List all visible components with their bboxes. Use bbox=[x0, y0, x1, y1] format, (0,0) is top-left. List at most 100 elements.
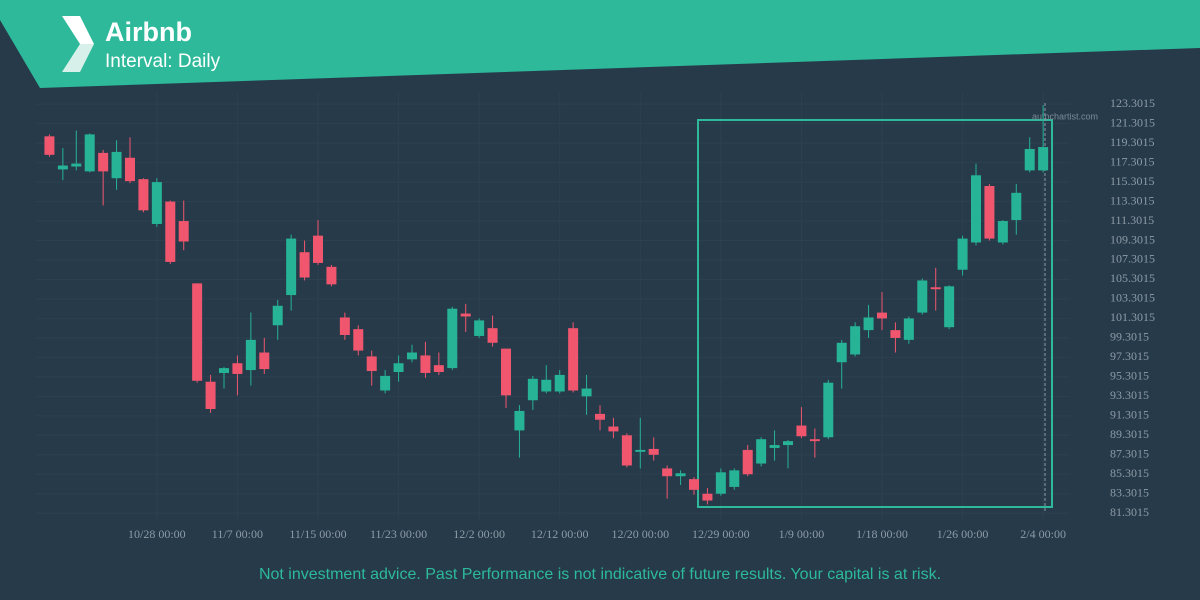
y-tick-label: 103.3015 bbox=[1110, 291, 1155, 305]
candle-body bbox=[621, 435, 632, 466]
y-tick-label: 85.3015 bbox=[1110, 466, 1149, 480]
x-tick-label: 12/2 00:00 bbox=[453, 527, 505, 541]
y-tick-label: 109.3015 bbox=[1110, 232, 1155, 246]
candle-body bbox=[890, 330, 901, 338]
candle-body bbox=[339, 317, 350, 335]
candle-body bbox=[971, 175, 981, 243]
candle-body bbox=[527, 378, 538, 401]
candle-body bbox=[957, 238, 968, 270]
y-tick-label: 107.3015 bbox=[1110, 252, 1155, 266]
grid bbox=[36, 92, 1070, 521]
x-tick-label: 1/18 00:00 bbox=[856, 527, 908, 541]
y-tick-label: 89.3015 bbox=[1110, 427, 1149, 441]
candle-body bbox=[554, 374, 565, 392]
candle-body bbox=[245, 339, 256, 371]
x-tick-label: 1/9 00:00 bbox=[779, 527, 825, 541]
disclaimer: Not investment advice. Past Performance … bbox=[259, 566, 941, 583]
y-tick-label: 111.3015 bbox=[1110, 213, 1154, 227]
header-title: Airbnb bbox=[105, 17, 192, 47]
candle-body bbox=[474, 320, 485, 336]
candle-body bbox=[648, 448, 659, 455]
candle-body bbox=[313, 235, 323, 263]
candle-body bbox=[205, 381, 216, 410]
y-tick-label: 105.3015 bbox=[1110, 271, 1155, 285]
candle-body bbox=[984, 185, 995, 239]
candle-body bbox=[447, 308, 458, 369]
candle-body bbox=[299, 252, 310, 278]
candle-body bbox=[420, 355, 431, 373]
candle-body bbox=[917, 280, 928, 313]
candle-body bbox=[568, 328, 579, 391]
y-tick-label: 83.3015 bbox=[1110, 485, 1149, 499]
plot bbox=[44, 105, 1049, 505]
header-banner bbox=[0, 0, 1200, 88]
candle-body bbox=[944, 286, 955, 328]
candle-body bbox=[326, 266, 337, 285]
x-tick-label: 12/29 00:00 bbox=[692, 527, 750, 541]
y-tick-label: 123.3015 bbox=[1110, 96, 1155, 110]
candle-body bbox=[997, 221, 1008, 243]
y-tick-label: 121.3015 bbox=[1110, 115, 1155, 129]
logo bbox=[62, 16, 94, 72]
x-tick-label: 2/4 00:00 bbox=[1020, 527, 1066, 541]
x-tick-label: 12/20 00:00 bbox=[611, 527, 669, 541]
candle-body bbox=[151, 182, 162, 224]
x-tick-label: 11/23 00:00 bbox=[370, 527, 427, 541]
candle-body bbox=[138, 179, 149, 211]
candle-body bbox=[433, 365, 444, 372]
candle-body bbox=[863, 317, 874, 331]
y-tick-label: 93.3015 bbox=[1110, 388, 1149, 402]
candle-body bbox=[178, 221, 189, 242]
y-tick-label: 99.3015 bbox=[1110, 330, 1149, 344]
y-tick-label: 117.3015 bbox=[1110, 154, 1155, 168]
candle-body bbox=[407, 352, 417, 360]
y-tick-label: 97.3015 bbox=[1110, 349, 1149, 363]
y-tick-label: 81.3015 bbox=[1110, 505, 1149, 519]
pattern-box bbox=[697, 119, 1053, 508]
y-tick-label: 119.3015 bbox=[1110, 135, 1155, 149]
candle-body bbox=[836, 342, 847, 363]
candle-body bbox=[501, 348, 511, 396]
candle-body bbox=[272, 305, 283, 326]
candle-body bbox=[84, 134, 95, 172]
candle-body bbox=[769, 445, 780, 448]
candle-body bbox=[71, 163, 82, 167]
candle-body bbox=[850, 326, 861, 355]
candle-body bbox=[729, 470, 740, 487]
x-tick-label: 11/15 00:00 bbox=[289, 527, 346, 541]
candle-body bbox=[286, 238, 297, 296]
y-tick-label: 87.3015 bbox=[1110, 447, 1149, 461]
candle-body bbox=[514, 410, 525, 431]
y-tick-label: 115.3015 bbox=[1110, 174, 1155, 188]
logo-part bbox=[62, 44, 94, 72]
logo-part bbox=[62, 16, 94, 44]
x-tick-label: 10/28 00:00 bbox=[128, 527, 186, 541]
candle-body bbox=[715, 472, 726, 494]
candle-body bbox=[57, 165, 68, 170]
candle-body bbox=[111, 151, 122, 179]
candle-body bbox=[192, 283, 203, 381]
candle-body bbox=[796, 425, 807, 437]
candle-body bbox=[219, 368, 229, 373]
header-subtitle: Interval: Daily bbox=[105, 51, 221, 72]
candle-body bbox=[165, 201, 176, 262]
candle-body bbox=[783, 441, 793, 446]
candle-body bbox=[487, 328, 498, 343]
candle-body bbox=[366, 356, 377, 372]
candle-body bbox=[98, 152, 109, 172]
y-tick-label: 113.3015 bbox=[1110, 193, 1155, 207]
x-tick-label: 11/7 00:00 bbox=[212, 527, 263, 541]
candle-body bbox=[581, 388, 592, 397]
candle-body bbox=[930, 287, 941, 290]
candle-body bbox=[877, 312, 887, 319]
candle-body bbox=[823, 382, 834, 438]
candle-body bbox=[393, 363, 404, 372]
y-tick-label: 101.3015 bbox=[1110, 310, 1155, 324]
candle-body bbox=[1038, 147, 1049, 171]
y-tick-label: 91.3015 bbox=[1110, 408, 1149, 422]
candle-body bbox=[232, 363, 243, 374]
candle-body bbox=[635, 449, 646, 452]
